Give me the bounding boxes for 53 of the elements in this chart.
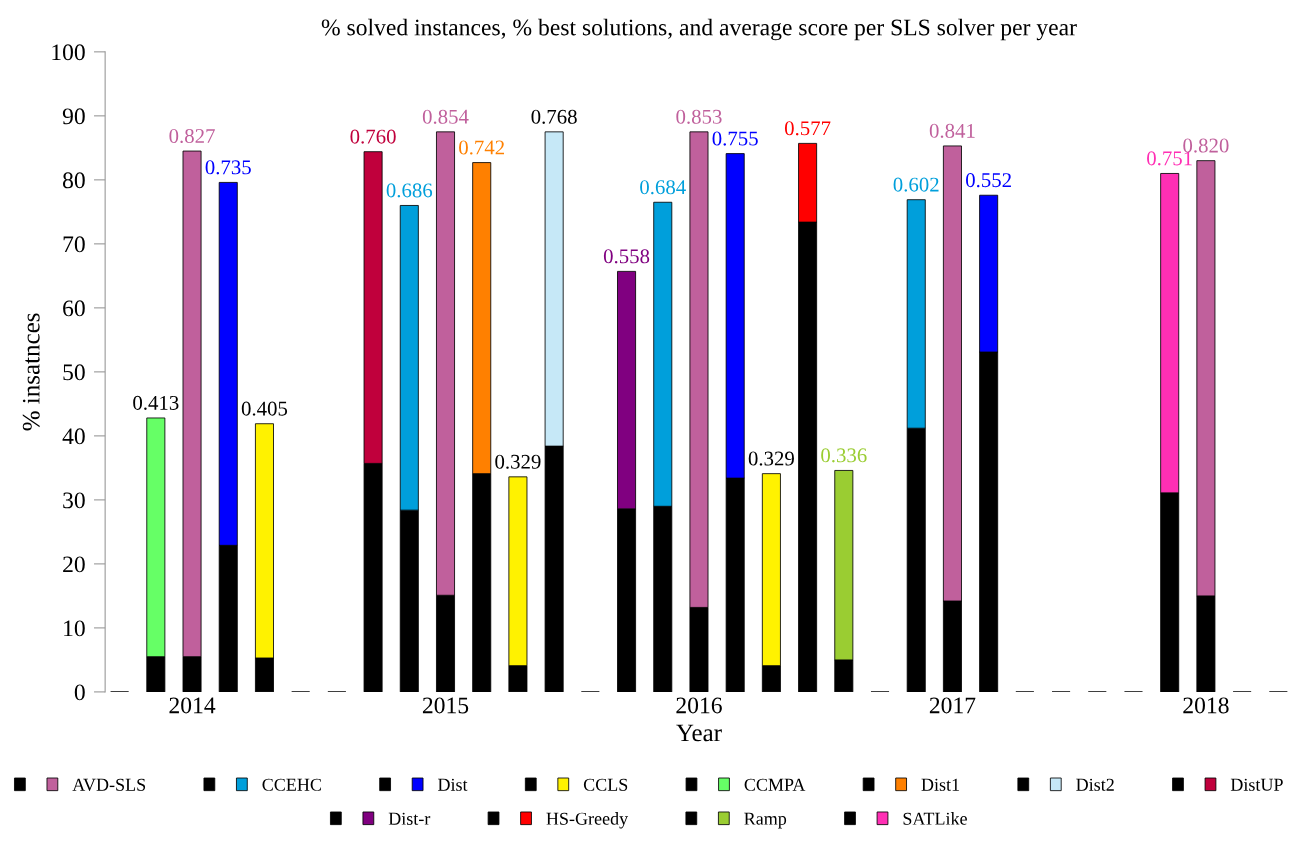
x-tick-label: 2017 (929, 697, 976, 714)
annotation: 0.760 (350, 129, 396, 144)
annotation: 0.686 (386, 183, 433, 198)
chart-title: % solved instances, % best solutions, and average score per SLS solver per year (321, 18, 1077, 41)
annotation: 0.755 (712, 131, 758, 146)
legend-label: CCEHC (262, 778, 321, 791)
x-tick-label: 2018 (1183, 697, 1229, 714)
annotation: 0.735 (205, 160, 251, 175)
legend-label: DistUP (1230, 778, 1283, 791)
legend-label: AVD-SLS (72, 778, 146, 791)
y-tick-label: 10 (64, 620, 85, 637)
annotation: 0.742 (459, 140, 504, 155)
legend-label: CCMPA (744, 778, 806, 791)
y-tick-label: 0 (74, 684, 85, 701)
annotation: 0.552 (966, 173, 1011, 188)
legend-label: Dist (438, 778, 468, 791)
annotation: 0.684 (640, 180, 686, 195)
legend-label: Dist-r (388, 812, 431, 825)
annotation: 0.329 (495, 454, 541, 469)
x-tick-label: 2016 (676, 697, 722, 714)
annotation: 0.827 (169, 128, 215, 144)
y-axis-title: % insatnces (22, 313, 40, 431)
legend-label: Dist1 (921, 778, 960, 791)
annotation: 0.751 (1147, 151, 1192, 166)
x-tick-label: 2014 (169, 697, 216, 714)
annotation: 0.336 (821, 448, 867, 463)
annotation: 0.413 (133, 395, 179, 410)
y-tick-label: 30 (63, 492, 85, 509)
y-tick-label: 40 (62, 428, 85, 445)
annotation: 0.768 (531, 109, 577, 124)
legend-label: HS-Greedy (546, 812, 629, 829)
x-tick-label: 2015 (422, 697, 469, 714)
legend-label: CCLS (583, 778, 628, 791)
annotation: 0.558 (603, 249, 650, 264)
y-tick-label: 50 (63, 364, 85, 381)
legend-label: SATLike (903, 812, 967, 825)
legend-label: Dist2 (1076, 778, 1114, 791)
annotation: 0.853 (676, 109, 722, 124)
y-tick-label: 70 (63, 236, 85, 253)
annotation: 0.329 (748, 451, 794, 466)
y-tick-label: 90 (62, 108, 85, 125)
y-tick-label: 20 (63, 556, 85, 573)
x-axis-title: Year (676, 724, 722, 742)
y-tick-label: 80 (62, 172, 85, 189)
annotation: 0.577 (784, 121, 831, 136)
legend-label: Ramp (744, 812, 787, 829)
y-tick-label: 100 (52, 44, 85, 61)
annotation: 0.820 (1183, 138, 1229, 153)
y-tick-label: 60 (63, 300, 85, 317)
annotation: 0.405 (241, 401, 288, 416)
annotation: 0.841 (929, 123, 975, 138)
annotation: 0.602 (893, 177, 939, 192)
annotation: 0.854 (422, 109, 469, 124)
